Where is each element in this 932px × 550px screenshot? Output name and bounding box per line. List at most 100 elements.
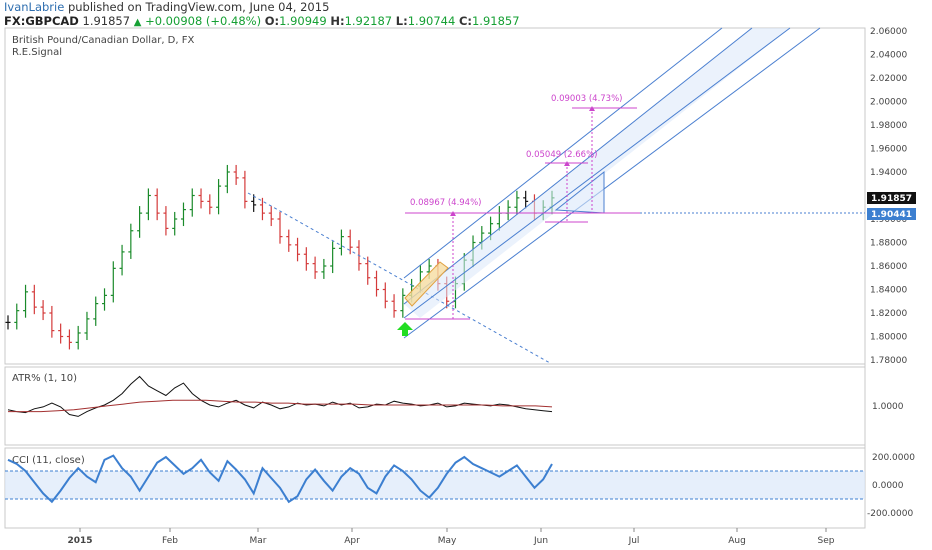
price-bar <box>321 258 327 279</box>
price-bar <box>40 300 46 321</box>
price-bar <box>400 288 406 318</box>
price-tick-label: 1.88000 <box>870 239 907 249</box>
hline-price-tag <box>867 208 916 220</box>
price-bar <box>207 194 213 215</box>
low-label: L: <box>395 14 408 28</box>
time-tick-label: May <box>438 536 457 546</box>
yellow-box <box>404 261 449 307</box>
open-label: O: <box>264 14 280 28</box>
price-bar <box>198 188 204 209</box>
price-bar <box>137 206 143 238</box>
price-tick-label: 2.00000 <box>870 98 907 108</box>
measure-label-1: 0.08967 (4.94%) <box>410 198 482 208</box>
price-bar <box>23 284 29 318</box>
price-bar <box>163 206 169 236</box>
price-bar <box>189 188 195 217</box>
price-bar <box>365 256 371 285</box>
price-tick-label: 1.84000 <box>870 286 907 296</box>
price-bar <box>216 179 222 215</box>
price-tick-label: 1.82000 <box>870 309 907 319</box>
price-tick-label: 2.06000 <box>870 27 907 37</box>
indicator-label: R.E.Signal <box>12 47 62 58</box>
up-arrow-icon: ▲ <box>133 17 142 28</box>
cci-tick-200: 200.0000 <box>872 453 915 463</box>
last-price-tag-text: 1.91857 <box>871 194 912 204</box>
price-bar <box>84 311 90 341</box>
author-link[interactable]: IvanLabrie <box>4 0 65 14</box>
buy-signal-arrow-icon <box>397 322 413 336</box>
price-bar <box>286 229 292 252</box>
close-label: C: <box>458 14 472 28</box>
price-bar <box>119 244 125 276</box>
price-bar <box>277 211 283 244</box>
time-tick-label: Aug <box>728 536 746 546</box>
price-bar <box>31 284 37 315</box>
time-tick-label: Apr <box>344 536 360 546</box>
price-bar <box>330 241 336 274</box>
change-value: +0.00908 (+0.48%) <box>145 14 262 28</box>
price-tick-label: 1.98000 <box>870 121 907 131</box>
price-bar <box>347 229 353 255</box>
time-tick-label: 2015 <box>67 536 92 546</box>
cci-line <box>7 454 553 504</box>
measure-label-3: 0.09003 (4.73%) <box>551 94 623 104</box>
price-bar <box>110 261 116 303</box>
price-bar <box>75 325 81 350</box>
price-bar <box>128 223 134 259</box>
price-bar <box>14 303 20 330</box>
time-axis: 2015 Feb Mar Apr May Jun Jul Aug Sep <box>67 528 835 546</box>
cci-tick-neg200: -200.0000 <box>867 509 913 519</box>
price-bar <box>295 237 301 262</box>
high-value: 1.92187 <box>344 14 393 28</box>
time-tick-label: Jul <box>628 536 640 546</box>
cci-pane-title: CCI (11, close) <box>12 455 85 466</box>
price-bar <box>5 315 11 330</box>
price-bar <box>49 305 55 338</box>
main-pane-title: British Pound/Canadian Dollar, D, FX <box>12 35 194 46</box>
published-text: published on TradingView.com, June 04, 2… <box>67 0 330 14</box>
price-bar <box>514 190 520 215</box>
symbol[interactable]: FX:GBPCAD <box>4 14 79 28</box>
regression-channel <box>403 27 821 339</box>
price-bar <box>224 164 230 194</box>
header: IvanLabrie published on TradingView.com,… <box>4 0 520 30</box>
atr-pane-title: ATR% (1, 10) <box>12 373 77 384</box>
price-tick-label: 1.96000 <box>870 145 907 155</box>
price-bar <box>58 323 64 344</box>
time-tick-label: Jun <box>533 536 548 546</box>
price-tick-label: 1.80000 <box>870 333 907 343</box>
price-bar <box>374 270 380 297</box>
last-price-tag <box>867 192 916 204</box>
measure-label-2: 0.05049 (2.66%) <box>526 150 598 160</box>
price-bar <box>251 194 257 212</box>
last-price: 1.91857 <box>82 14 131 28</box>
price-bar <box>102 288 108 311</box>
atr-line <box>7 375 553 417</box>
low-value: 1.90744 <box>407 14 456 28</box>
high-label: H: <box>330 14 345 28</box>
price-bar <box>180 202 186 227</box>
price-bar <box>145 188 151 221</box>
hline-price-tag-text: 1.90441 <box>871 210 912 220</box>
price-tick-label: 2.02000 <box>870 74 907 84</box>
measure-arrows <box>450 106 595 216</box>
price-bar <box>382 282 388 309</box>
price-bar <box>312 256 318 279</box>
price-tick-label: 1.94000 <box>870 168 907 178</box>
cci-tick-0: 0.0000 <box>872 481 904 491</box>
time-tick-label: Feb <box>162 536 178 546</box>
price-tick-label: 1.86000 <box>870 262 907 272</box>
time-tick-label: Mar <box>250 536 267 546</box>
price-tick-label: 2.04000 <box>870 51 907 61</box>
atr-tick-label: 1.0000 <box>872 402 904 412</box>
price-bar <box>268 206 274 227</box>
price-bar <box>391 294 397 318</box>
time-tick-label: Sep <box>818 536 835 546</box>
atr-ma-line <box>8 399 553 413</box>
open-value: 1.90949 <box>279 14 327 28</box>
price-bar <box>505 200 511 221</box>
close-value: 1.91857 <box>471 14 520 28</box>
price-bar <box>338 229 344 256</box>
projection-triangle <box>554 170 605 214</box>
